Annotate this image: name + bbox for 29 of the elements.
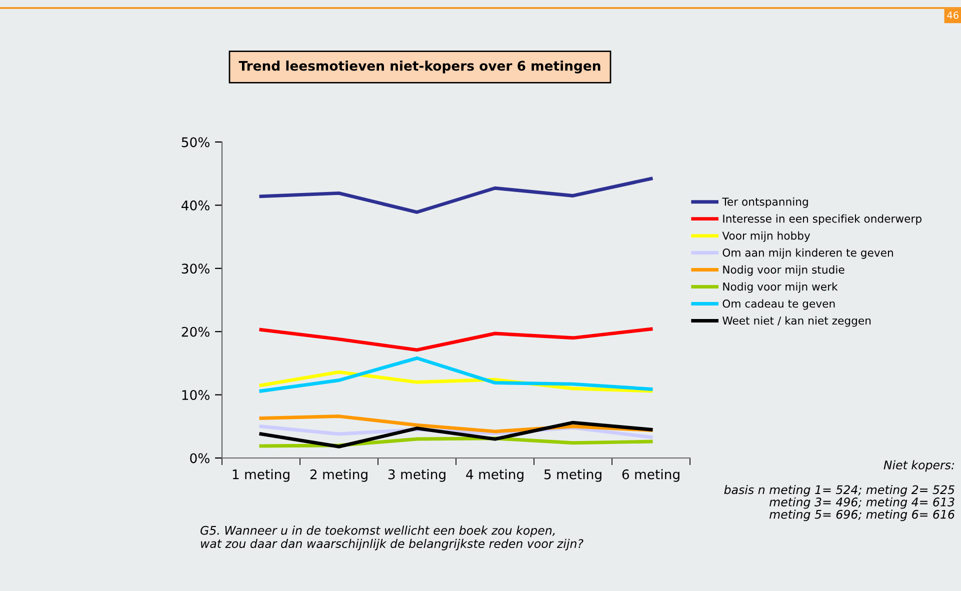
- x-tick-label: 5 meting: [544, 469, 602, 482]
- legend-label: Nodig voor mijn studie: [723, 265, 844, 276]
- text: G5. Wanneer u in de toekomst wellicht een boek zou kopen, wat zou daar dan waarschijnlijk de belangrijkste reden voor zijn?: [200, 526, 584, 550]
- text: 46: [947, 11, 958, 19]
- x-tick-label: 6 meting: [622, 469, 680, 482]
- chart-title: Trend leesmotieven niet-kopers over 6 metingen: [238, 60, 600, 74]
- text: Niet kopers:: [884, 460, 954, 472]
- y-tick-label: 30%: [182, 264, 210, 274]
- legend-label: Weet niet / kan niet zeggen: [722, 316, 871, 327]
- y-tick-label: 20%: [182, 326, 210, 337]
- x-tick-label: 3 meting: [388, 469, 446, 482]
- line-series: [259, 176, 653, 214]
- line-series: [259, 327, 653, 352]
- legend-label: Nodig voor mijn werk: [723, 282, 838, 293]
- y-tick-label: 0%: [190, 453, 210, 464]
- legend-label: Interesse in een specifiek onderwerp: [723, 214, 922, 225]
- y-tick-label: 10%: [182, 390, 210, 400]
- legend-label: Voor mijn hobby: [722, 231, 810, 242]
- y-tick-label: 40%: [182, 200, 210, 210]
- x-tick-label: 2 meting: [310, 469, 368, 482]
- x-tick-label: 4 meting: [466, 469, 524, 482]
- text: basis n meting 1= 524; meting 2= 525 meting 3= 496; meting 4= 613 meting 5= 696; meting 6= 616: [724, 485, 954, 522]
- y-tick-label: 50%: [182, 137, 210, 148]
- line-series: [259, 356, 653, 393]
- line-series: [259, 420, 653, 448]
- x-tick-label: 1 meting: [232, 469, 290, 482]
- legend-label: Ter ontspanning: [722, 197, 808, 208]
- legend-label: Om cadeau te geven: [722, 299, 835, 310]
- legend-label: Om aan mijn kinderen te geven: [722, 248, 893, 259]
